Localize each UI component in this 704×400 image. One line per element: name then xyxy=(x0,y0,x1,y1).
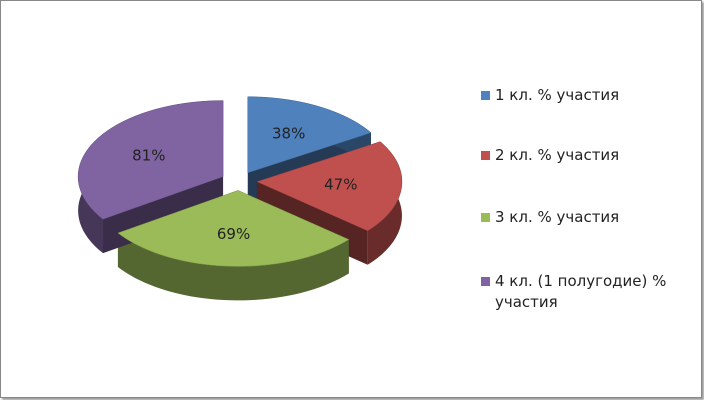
legend-label: 2 кл. % участия xyxy=(495,146,620,164)
legend-label: 1 кл. % участия xyxy=(495,86,620,104)
pie-tops xyxy=(77,96,403,267)
legend-swatch xyxy=(481,151,490,160)
legend-label: 4 кл. (1 полугодие) % участия xyxy=(495,272,667,311)
slice xyxy=(77,100,224,220)
legend-swatch xyxy=(481,91,490,100)
slice xyxy=(247,96,372,174)
legend-swatch xyxy=(481,213,490,222)
slice-wall xyxy=(117,233,349,301)
legend-label: 3 кл. % участия xyxy=(495,208,620,226)
pie-labels: 38% 47% 69% 81% xyxy=(132,125,357,243)
legend-entry: 2 кл. % участия xyxy=(481,145,681,166)
legend-swatch xyxy=(481,277,490,286)
legend-entry: 4 кл. (1 полугодие) % участия xyxy=(481,271,681,313)
data-label: 81% xyxy=(132,146,165,164)
legend-entry: 1 кл. % участия xyxy=(481,85,681,106)
slice xyxy=(117,190,350,267)
slice xyxy=(256,141,403,232)
legend-entry: 3 кл. % участия xyxy=(481,207,681,228)
data-label: 38% xyxy=(272,125,305,143)
data-label: 69% xyxy=(217,225,250,243)
data-label: 47% xyxy=(324,175,357,193)
pie-plot: 38% 47% 69% 81% xyxy=(77,96,403,301)
